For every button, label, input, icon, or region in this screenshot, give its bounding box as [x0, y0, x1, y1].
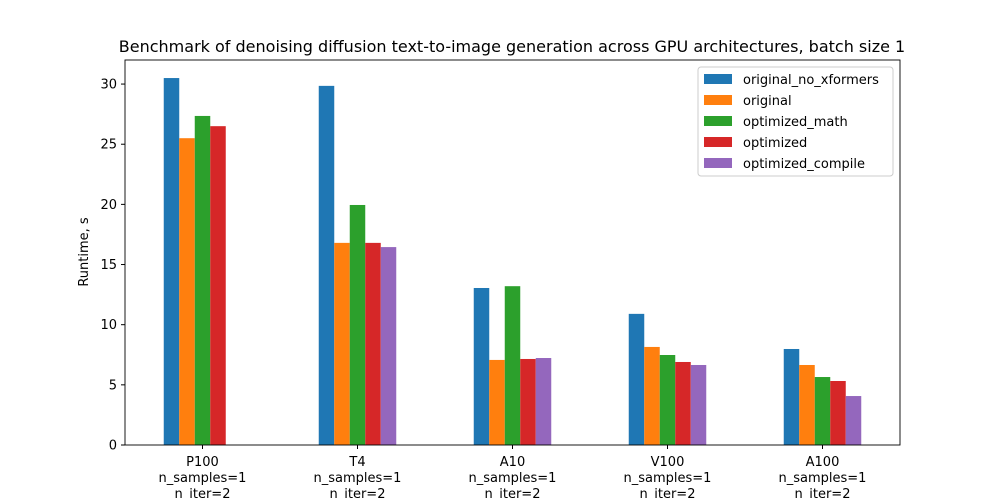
x-tick-label: n_samples=1: [624, 471, 712, 486]
x-tick-label: A100: [806, 455, 840, 470]
bar-optimized_compile-A10: [535, 358, 552, 445]
y-tick-label: 30: [100, 78, 117, 93]
bar-optimized-A100: [830, 380, 846, 445]
bar-optimized_compile-T4: [380, 247, 397, 445]
legend-label: optimized: [743, 136, 807, 151]
bar-optimized-T4: [365, 242, 381, 445]
x-tick-label: n_iter=2: [795, 487, 851, 500]
x-tick-label: T4: [348, 455, 365, 470]
x-tick-label: n_samples=1: [469, 471, 557, 486]
bar-original-A100: [799, 364, 815, 445]
bar-optimized_math-A100: [814, 377, 831, 445]
bar-optimized_compile-V100: [690, 364, 707, 445]
legend-label: optimized_math: [743, 115, 848, 130]
y-tick-label: 0: [109, 439, 117, 454]
y-tick-label: 25: [100, 138, 117, 153]
chart-title: Benchmark of denoising diffusion text-to…: [119, 37, 905, 56]
x-tick-label: A10: [500, 455, 525, 470]
bar-original_no_xformers-T4: [318, 85, 335, 445]
bar-optimized-V100: [675, 361, 691, 445]
x-tick-label: n_samples=1: [314, 471, 402, 486]
axes: 051015202530P100n_samples=1n_iter=2T4n_s…: [100, 59, 901, 502]
y-tick-label: 20: [100, 198, 117, 213]
bar-original-A10: [489, 359, 505, 445]
bar-optimized-P100: [210, 126, 226, 445]
legend-swatch-optimized_compile: [704, 158, 732, 168]
legend-swatch-original: [704, 95, 732, 105]
bar-optimized_math-T4: [349, 204, 366, 445]
x-tick-label: V100: [651, 455, 685, 470]
legend-label: original: [743, 94, 792, 109]
legend-label: original_no_xformers: [743, 73, 879, 88]
bar-original_no_xformers-A10: [473, 287, 490, 445]
y-tick-label: 15: [100, 258, 117, 273]
bar-original_no_xformers-A100: [783, 348, 800, 445]
legend-swatch-original_no_xformers: [704, 74, 732, 84]
bar-original-V100: [644, 346, 660, 445]
x-tick-label: n_iter=2: [640, 487, 696, 500]
bar-original_no_xformers-P100: [163, 78, 180, 445]
bar-original-P100: [179, 138, 195, 445]
legend-swatch-optimized: [704, 137, 732, 147]
bar-optimized_math-P100: [194, 115, 211, 445]
legend: original_no_xformers original optimized_ma…: [697, 66, 894, 177]
x-tick-label: n_iter=2: [485, 487, 541, 500]
bar-original_no_xformers-V100: [628, 313, 645, 445]
x-tick-label: n_samples=1: [159, 471, 247, 486]
x-tick-label: n_samples=1: [779, 471, 867, 486]
bar-optimized_compile-A100: [845, 396, 862, 445]
y-tick-label: 10: [100, 318, 117, 333]
y-tick-label: 5: [109, 378, 117, 393]
legend-swatch-optimized_math: [704, 116, 732, 126]
x-tick-label: P100: [186, 455, 219, 470]
bars: [163, 78, 862, 445]
y-axis-label: Runtime, s: [77, 217, 92, 287]
bar-optimized_math-V100: [659, 355, 676, 445]
bar-original-T4: [334, 242, 350, 445]
x-tick-label: n_iter=2: [175, 487, 231, 500]
bar-optimized-A10: [520, 358, 536, 445]
bar-optimized_math-A10: [504, 286, 521, 445]
legend-label: optimized_compile: [743, 157, 865, 172]
x-tick-label: n_iter=2: [330, 487, 386, 500]
legend-box: [697, 66, 894, 177]
